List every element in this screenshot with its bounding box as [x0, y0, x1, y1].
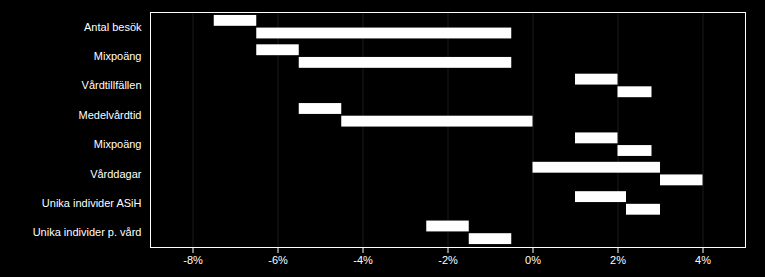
- svg-text:Vårddagar: Vårddagar: [90, 168, 142, 180]
- svg-text:Mixpoäng: Mixpoäng: [94, 50, 142, 62]
- svg-text:Mixpoäng: Mixpoäng: [94, 138, 142, 150]
- svg-text:-4%: -4%: [353, 254, 373, 266]
- svg-text:0%: 0%: [525, 254, 541, 266]
- svg-text:Unika individer ASiH: Unika individer ASiH: [42, 197, 142, 209]
- svg-text:2%: 2%: [610, 254, 626, 266]
- svg-text:Vårdtillfällen: Vårdtillfällen: [82, 79, 142, 91]
- svg-text:4%: 4%: [695, 254, 711, 266]
- svg-text:-6%: -6%: [268, 254, 288, 266]
- svg-text:Antal besök: Antal besök: [84, 21, 142, 33]
- svg-text:Medelvårdtid: Medelvårdtid: [79, 109, 142, 121]
- svg-text:Unika individer p. vård: Unika individer p. vård: [33, 226, 142, 238]
- svg-text:-2%: -2%: [438, 254, 458, 266]
- svg-text:-8%: -8%: [183, 254, 203, 266]
